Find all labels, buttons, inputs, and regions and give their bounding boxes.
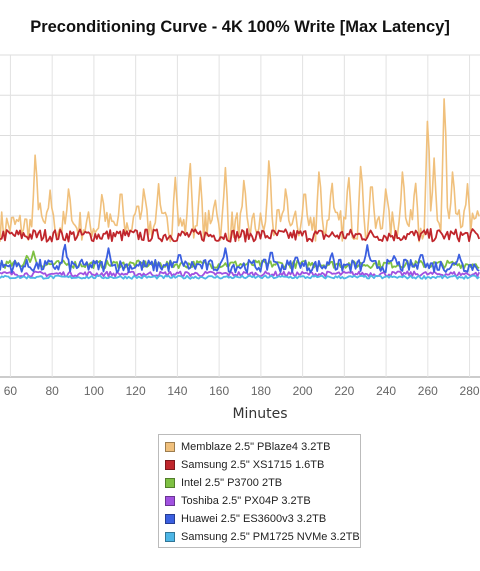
legend-item[interactable]: Memblaze 2.5" PBlaze4 3.2TB <box>165 438 360 456</box>
series-line-3 <box>0 270 480 278</box>
x-tick-label: 280 <box>460 384 480 398</box>
x-tick-label: 240 <box>376 384 396 398</box>
x-tick-label: 160 <box>209 384 229 398</box>
x-tick-label: 260 <box>418 384 438 398</box>
legend-item[interactable]: Huawei 2.5" ES3600v3 3.2TB <box>165 510 360 528</box>
legend-item[interactable]: Samsung 2.5" PM1725 NVMe 3.2TB <box>165 528 360 546</box>
x-axis-title: Minutes <box>232 406 287 422</box>
chart-title: Preconditioning Curve - 4K 100% Write [M… <box>30 18 450 36</box>
x-tick-label: 140 <box>167 384 187 398</box>
legend-swatch <box>165 496 175 506</box>
series-line-0 <box>0 98 480 243</box>
x-tick-label: 60 <box>4 384 18 398</box>
legend-item[interactable]: Samsung 2.5" XS1715 1.6TB <box>165 456 360 474</box>
x-tick-label: 120 <box>126 384 146 398</box>
legend-swatch <box>165 442 175 452</box>
x-tick-label: 200 <box>293 384 313 398</box>
x-tick-label: 100 <box>84 384 104 398</box>
x-tick-label: 180 <box>251 384 271 398</box>
legend-item[interactable]: Intel 2.5" P3700 2TB <box>165 474 360 492</box>
series-line-5 <box>0 274 480 280</box>
legend-swatch <box>165 460 175 470</box>
series-line-4 <box>0 243 480 274</box>
legend-label: Samsung 2.5" PM1725 NVMe 3.2TB <box>181 531 360 543</box>
legend-label: Samsung 2.5" XS1715 1.6TB <box>181 459 325 471</box>
legend-label: Memblaze 2.5" PBlaze4 3.2TB <box>181 441 331 453</box>
x-tick-labels: 60 80 100 120 140 160 180 200 220 240 260 280 <box>4 384 480 398</box>
legend-label: Huawei 2.5" ES3600v3 3.2TB <box>181 513 327 525</box>
legend-label: Intel 2.5" P3700 2TB <box>181 477 283 489</box>
series-line-1 <box>0 227 480 243</box>
legend-swatch <box>165 514 175 524</box>
legend-swatch <box>165 478 175 488</box>
legend: Memblaze 2.5" PBlaze4 3.2TB Samsung 2.5" … <box>158 434 361 548</box>
legend-label: Toshiba 2.5" PX04P 3.2TB <box>181 495 311 507</box>
legend-item[interactable]: Toshiba 2.5" PX04P 3.2TB <box>165 492 360 510</box>
series-layer <box>0 98 480 280</box>
x-tick-label: 80 <box>45 384 59 398</box>
legend-swatch <box>165 532 175 542</box>
x-tick-label: 220 <box>334 384 354 398</box>
